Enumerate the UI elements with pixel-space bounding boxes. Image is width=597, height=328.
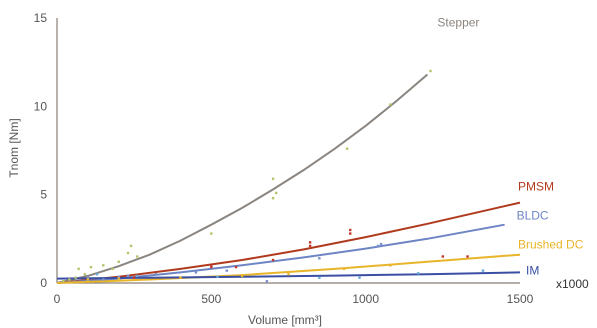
data-point-stepper — [83, 272, 86, 276]
data-point-im — [95, 272, 99, 276]
data-point-bldc — [102, 278, 105, 281]
scatter-points-layer — [61, 69, 485, 283]
y-tick-label: 10 — [34, 99, 48, 113]
data-point-pmsm — [210, 265, 213, 269]
x-tick-label: 1000 — [352, 292, 379, 306]
data-point-bldc — [194, 271, 198, 274]
data-point-pmsm — [210, 264, 213, 267]
data-point-pmsm — [349, 232, 352, 235]
series-label-brushed-dc: Brushed DC — [518, 238, 584, 252]
data-point-bldc — [265, 280, 269, 283]
series-label-im: IM — [526, 263, 539, 277]
data-point-pmsm — [271, 258, 275, 262]
data-point-pmsm — [349, 228, 352, 232]
data-point-bldc — [154, 272, 157, 276]
data-point-brushed-dc — [117, 277, 120, 280]
data-point-stepper — [89, 265, 93, 269]
y-axis-title: Tnom [Nm] — [7, 118, 21, 177]
data-point-brushed-dc — [179, 276, 182, 279]
data-point-pmsm — [234, 265, 238, 269]
y-tick-label: 15 — [34, 11, 48, 25]
data-point-stepper — [136, 255, 139, 258]
data-point-bldc — [86, 276, 90, 279]
data-point-stepper — [271, 197, 275, 200]
series-label-stepper: Stepper — [437, 16, 479, 30]
data-point-im — [136, 274, 139, 278]
data-point-stepper — [429, 69, 432, 73]
data-point-stepper — [271, 177, 275, 180]
data-point-im — [358, 276, 361, 279]
data-point-brushed-dc — [287, 272, 290, 276]
x-unit-note: x1000 — [556, 277, 589, 291]
trend-line-stepper — [56, 73, 429, 284]
data-point-brushed-dc — [389, 264, 392, 267]
data-point-bldc — [376, 244, 380, 248]
data-point-brushed-dc — [86, 278, 90, 281]
x-tick-label: 500 — [201, 292, 221, 306]
series-label-pmsm: PMSM — [518, 180, 554, 194]
data-point-stepper — [111, 267, 114, 271]
data-point-stepper — [74, 276, 77, 279]
data-point-pmsm — [441, 255, 445, 258]
data-point-stepper — [126, 251, 130, 255]
x-axis-title: Volume [mm³] — [248, 313, 322, 327]
data-point-pmsm — [466, 255, 469, 258]
data-point-stepper — [274, 191, 278, 195]
data-point-bldc — [117, 275, 120, 279]
data-point-stepper — [129, 244, 133, 248]
data-point-bldc — [379, 242, 383, 246]
data-point-pmsm — [308, 244, 312, 248]
data-point-im — [216, 275, 219, 279]
data-point-pmsm — [308, 241, 312, 244]
data-point-stepper — [345, 147, 349, 150]
data-point-stepper — [68, 278, 71, 281]
series-labels-layer: Stepper PMSM BLDC Brushed DC IM — [437, 16, 583, 278]
x-tick-label: 1500 — [507, 292, 534, 306]
y-tick-label: 0 — [40, 276, 47, 290]
data-point-bldc — [126, 274, 130, 278]
data-point-stepper — [77, 267, 80, 271]
data-point-stepper — [210, 232, 213, 235]
series-label-bldc: BLDC — [517, 209, 549, 223]
data-point-stepper — [117, 260, 120, 263]
trend-line-pmsm — [56, 201, 521, 284]
data-point-brushed-dc — [241, 274, 244, 278]
data-point-im — [318, 276, 321, 279]
data-point-bldc — [225, 269, 228, 272]
data-point-stepper — [102, 264, 105, 267]
y-tick-label: 5 — [40, 188, 47, 202]
data-point-im — [481, 269, 485, 272]
data-point-pmsm — [132, 276, 136, 279]
data-point-brushed-dc — [342, 267, 346, 271]
data-point-bldc — [318, 257, 321, 260]
trend-line-brushed-dc — [56, 253, 521, 284]
data-point-stepper — [61, 280, 65, 283]
axes-layer: 0 500 1000 1500 0 5 10 15 — [34, 11, 534, 306]
x-tick-label: 0 — [54, 292, 61, 306]
trend-lines-layer — [56, 73, 521, 284]
data-point-im — [416, 272, 420, 275]
data-point-stepper — [389, 103, 392, 106]
